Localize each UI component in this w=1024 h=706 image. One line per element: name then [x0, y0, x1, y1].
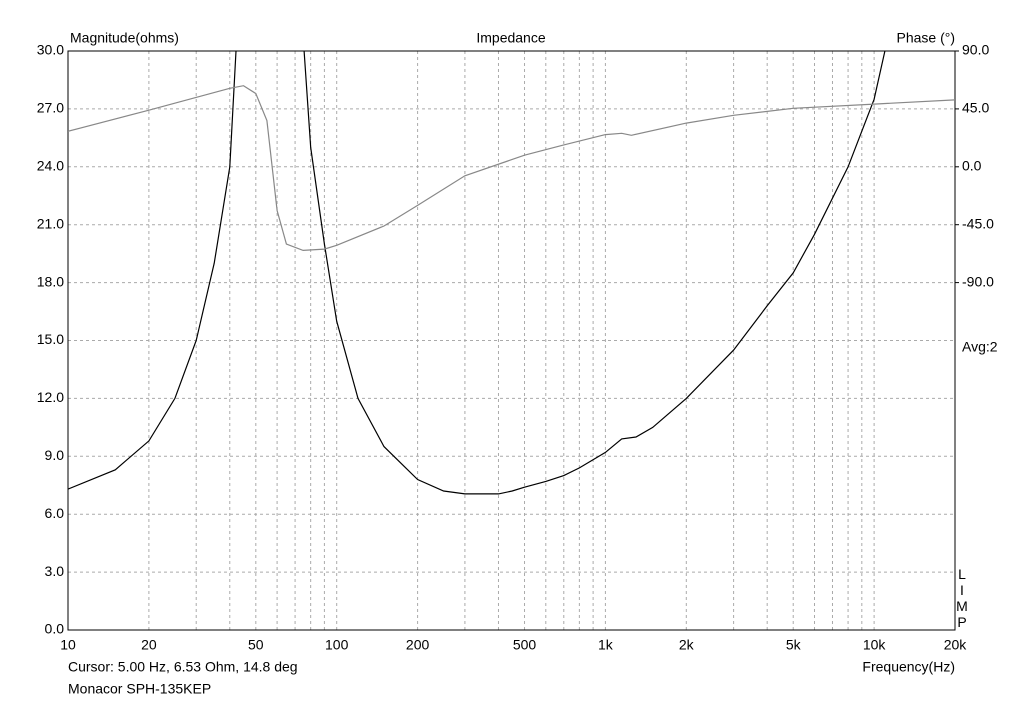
x-tick-label: 100	[325, 637, 349, 653]
x-tick-label: 10k	[863, 637, 887, 653]
y-tick-label: 12.0	[37, 389, 64, 405]
y-tick-label: 0.0	[45, 621, 65, 637]
x-tick-label: 500	[513, 637, 537, 653]
y-axis-label: Magnitude(ohms)	[70, 30, 179, 46]
annotation: Avg:2	[962, 339, 998, 355]
x-tick-label: 1k	[598, 637, 614, 653]
y2-tick-label: 0.0	[962, 158, 982, 174]
y-tick-label: 3.0	[45, 563, 65, 579]
x-tick-label: 5k	[786, 637, 802, 653]
annotation: LIMP	[954, 566, 970, 630]
y2-tick-label: -45.0	[962, 215, 994, 231]
y-tick-label: 18.0	[37, 273, 64, 289]
annotation: Monacor SPH-135KEP	[68, 681, 211, 697]
plot: 0.0 3.0 6.0 9.0 12.0 15.0 18.0 21.0 24.0 27.0 30.0…	[37, 42, 994, 653]
series-line	[68, 85, 955, 252]
x-tick-label: 20	[141, 637, 157, 653]
x-tick-label: 50	[248, 637, 264, 653]
annotation: Cursor: 5.00 Hz, 6.53 Ohm, 14.8 deg	[68, 659, 298, 675]
y2-tick-label: -90.0	[962, 273, 994, 289]
x-tick-label: 20k	[944, 637, 968, 653]
y-tick-label: 27.0	[37, 100, 64, 116]
y2-tick-label: 45.0	[962, 100, 989, 116]
y2-axis-label: Phase (°)	[896, 30, 955, 46]
chart-title: Impedance	[476, 30, 545, 46]
series-line	[68, 51, 886, 495]
y-tick-label: 6.0	[45, 505, 65, 521]
y2-tick-label: 90.0	[962, 42, 989, 58]
y-tick-label: 21.0	[37, 215, 64, 231]
x-tick-label: 10	[60, 637, 76, 653]
x-tick-label: 200	[406, 637, 430, 653]
y-tick-label: 24.0	[37, 158, 64, 174]
y-tick-label: 30.0	[37, 42, 64, 58]
x-axis-label: Frequency(Hz)	[862, 659, 955, 675]
plot-border	[67, 50, 956, 631]
y-tick-label: 9.0	[45, 447, 65, 463]
x-tick-label: 2k	[679, 637, 695, 653]
y-tick-label: 15.0	[37, 331, 64, 347]
